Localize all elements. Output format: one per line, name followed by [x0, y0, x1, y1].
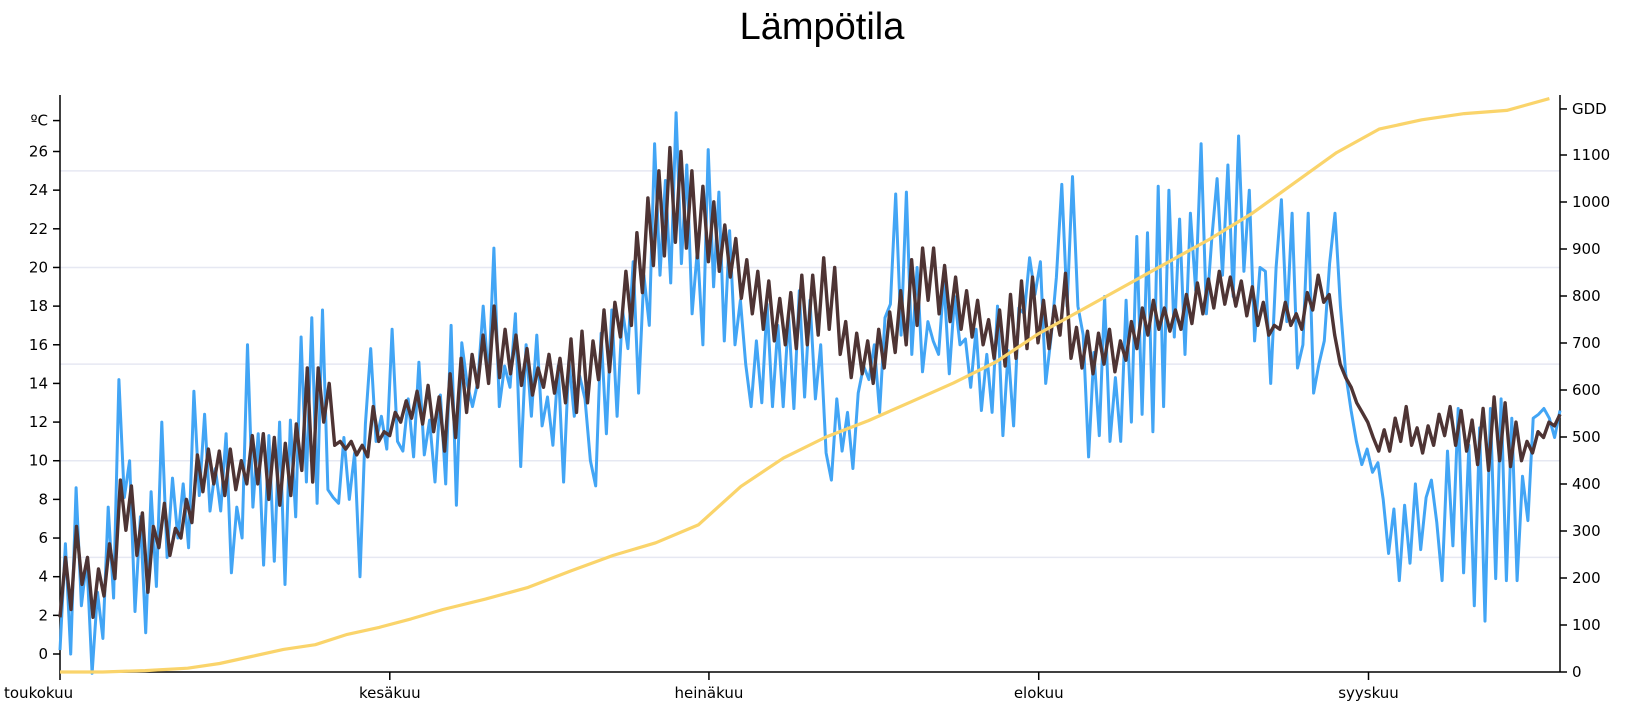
left-tick-label: 10	[29, 452, 48, 470]
month-label: kesäkuu	[359, 684, 421, 702]
left-tick-label: 24	[29, 181, 48, 199]
right-tick-label: 600	[1572, 381, 1601, 399]
right-tick-label: 500	[1572, 428, 1601, 446]
right-tick-label: 800	[1572, 287, 1601, 305]
left-tick-label: 14	[29, 374, 48, 392]
left-tick-label: 16	[29, 336, 48, 354]
series-line-blue	[58, 111, 1562, 675]
month-label: syyskuu	[1338, 684, 1399, 702]
left-tick-label: 8	[38, 490, 48, 508]
chart-title: Lämpötila	[739, 6, 905, 48]
right-tick-label: 100	[1572, 616, 1601, 634]
left-tick-label: 22	[29, 220, 48, 238]
axes: 02468101214161820222426ºC010020030040050…	[4, 95, 1610, 702]
right-tick-label: 400	[1572, 475, 1601, 493]
month-label: elokuu	[1014, 684, 1064, 702]
left-tick-label: 4	[38, 568, 48, 586]
left-tick-label: 12	[29, 413, 48, 431]
right-tick-label: 700	[1572, 334, 1601, 352]
right-tick-label: 0	[1572, 663, 1582, 681]
right-tick-label: 300	[1572, 522, 1601, 540]
left-tick-label: 26	[29, 143, 48, 161]
right-tick-label: 200	[1572, 569, 1601, 587]
left-tick-label: 2	[38, 606, 48, 624]
left-tick-label: 0	[38, 645, 48, 663]
right-axis-unit: GDD	[1572, 100, 1607, 118]
series-line-brown	[58, 145, 1562, 619]
month-label: toukokuu	[4, 684, 73, 702]
left-tick-label: 18	[29, 297, 48, 315]
right-tick-label: 1100	[1572, 146, 1610, 164]
left-axis-unit: ºC	[30, 112, 48, 130]
right-tick-label: 900	[1572, 240, 1601, 258]
left-tick-label: 6	[38, 529, 48, 547]
left-tick-label: 20	[29, 258, 48, 276]
right-tick-label: 1000	[1572, 193, 1610, 211]
month-label: heinäkuu	[675, 684, 744, 702]
series-line-gdd	[60, 97, 1550, 674]
series-lines	[58, 97, 1562, 675]
